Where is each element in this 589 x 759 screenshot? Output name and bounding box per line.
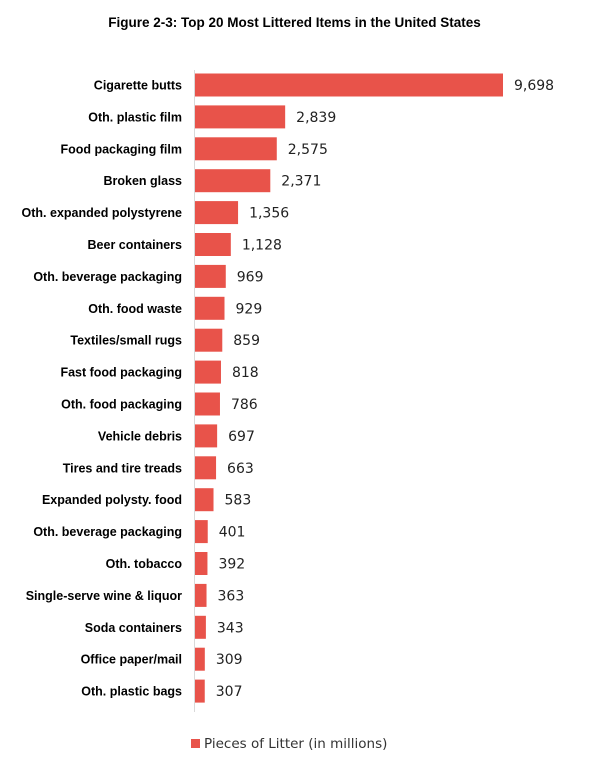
value-label: 2,371 xyxy=(281,174,321,190)
value-label: 583 xyxy=(225,493,252,509)
bar xyxy=(195,488,214,512)
bar xyxy=(195,615,206,639)
category-label: Fast food packaging xyxy=(60,366,182,380)
bar xyxy=(195,137,277,161)
value-label: 9,698 xyxy=(514,78,554,94)
bar xyxy=(195,105,286,129)
category-label: Tires and tire treads xyxy=(63,461,182,475)
bars-layer: Cigarette butts 9,698 Oth. plastic film 2,8… xyxy=(22,73,554,703)
bar xyxy=(195,233,231,256)
bar xyxy=(195,679,205,703)
bar xyxy=(195,424,218,448)
bar xyxy=(195,392,220,416)
value-label: 663 xyxy=(227,461,254,477)
category-label: Single-serve wine & liquor xyxy=(26,589,182,603)
category-label: Oth. tobacco xyxy=(106,557,183,571)
value-label: 859 xyxy=(233,333,260,349)
value-label: 2,575 xyxy=(288,142,328,158)
category-label: Oth. food packaging xyxy=(61,398,182,412)
chart-title: Figure 2-3: Top 20 Most Littered Items i… xyxy=(108,15,481,30)
bar xyxy=(195,264,226,288)
bar xyxy=(195,296,225,320)
category-label: Oth. plastic bags xyxy=(81,685,182,699)
category-label: Oth. beverage packaging xyxy=(33,270,182,284)
value-label: 309 xyxy=(216,652,243,668)
value-label: 1,128 xyxy=(242,238,282,254)
value-label: 969 xyxy=(237,269,264,285)
bar xyxy=(195,647,205,671)
category-label: Broken glass xyxy=(103,174,182,188)
value-label: 1,356 xyxy=(249,206,289,222)
value-label: 401 xyxy=(219,525,246,541)
category-label: Oth. expanded polystyrene xyxy=(22,206,183,220)
bar xyxy=(195,169,271,193)
category-label: Vehicle debris xyxy=(98,429,182,443)
legend-swatch xyxy=(191,739,200,748)
category-label: Food packaging film xyxy=(60,142,182,156)
category-label: Oth. food waste xyxy=(88,302,182,316)
bar xyxy=(195,73,503,97)
value-label: 929 xyxy=(236,301,263,317)
bar xyxy=(195,552,208,575)
bar xyxy=(195,520,208,544)
bar xyxy=(195,360,221,384)
category-label: Expanded polysty. food xyxy=(42,493,182,507)
category-label: Cigarette butts xyxy=(94,79,182,93)
legend: Pieces of Litter (in millions) xyxy=(191,736,387,752)
bar xyxy=(195,328,223,352)
category-label: Oth. beverage packaging xyxy=(33,525,182,539)
category-label: Soda containers xyxy=(85,621,182,635)
value-label: 363 xyxy=(218,588,245,604)
category-label: Textiles/small rugs xyxy=(70,334,182,348)
category-label: Oth. plastic film xyxy=(88,110,182,124)
value-label: 307 xyxy=(216,684,243,700)
value-label: 2,839 xyxy=(296,110,336,126)
value-label: 786 xyxy=(231,397,258,413)
category-label: Office paper/mail xyxy=(81,653,182,667)
value-label: 818 xyxy=(232,365,259,381)
value-label: 697 xyxy=(228,429,255,445)
category-label: Beer containers xyxy=(88,238,183,252)
bar xyxy=(195,201,239,225)
bar xyxy=(195,456,217,480)
value-label: 343 xyxy=(217,620,244,636)
legend-label: Pieces of Litter (in millions) xyxy=(204,736,387,752)
bar xyxy=(195,583,207,607)
value-label: 392 xyxy=(218,557,245,573)
